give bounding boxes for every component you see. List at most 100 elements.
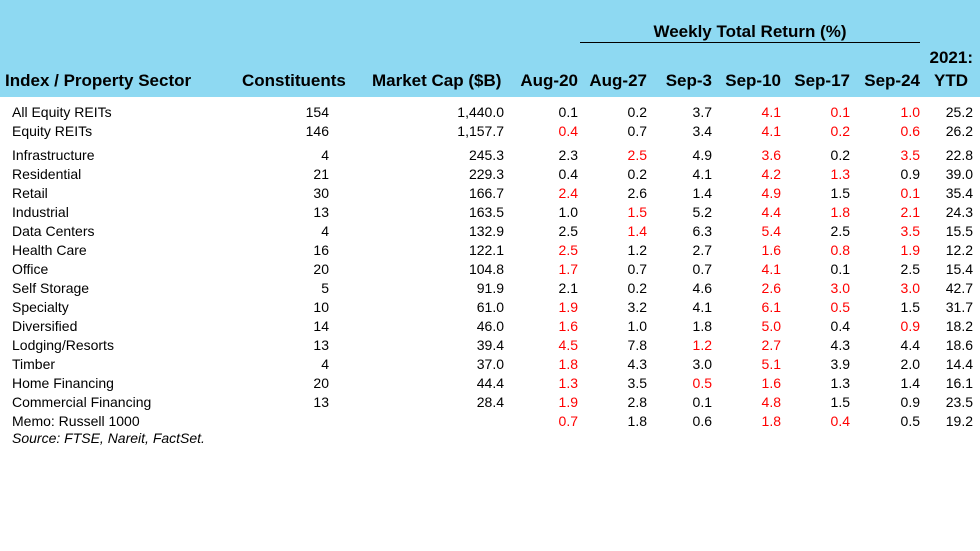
constituents-cell: 4: [321, 223, 329, 239]
weekly-return-cell: 2.3: [558, 147, 578, 163]
ytd-return-cell: 39.0: [945, 166, 973, 182]
weekly-return-cell: 4.4: [900, 337, 920, 353]
weekly-return-cell: 0.9: [900, 318, 920, 334]
row-label-all-equity-reits: All Equity REITs: [12, 104, 112, 120]
weekly-return-cell: 1.4: [900, 375, 920, 391]
weekly-return-cell: 0.4: [830, 318, 850, 334]
weekly-return-cell: 0.2: [830, 147, 850, 163]
weekly-return-cell: 1.3: [830, 375, 850, 391]
weekly-return-cell: 0.7: [692, 261, 712, 277]
weekly-return-cell: 0.6: [900, 123, 920, 139]
row-label-health-care: Health Care: [12, 242, 87, 258]
constituents-cell: 4: [321, 147, 329, 163]
weekly-return-cell: 3.6: [761, 147, 781, 163]
weekly-return-cell: 0.4: [830, 413, 850, 429]
column-header-sep-17: Sep-17: [794, 71, 850, 90]
constituents-cell: 14: [313, 318, 329, 334]
ytd-return-cell: 15.5: [945, 223, 973, 239]
weekly-return-cell: 5.0: [761, 318, 781, 334]
weekly-return-cell: 2.1: [900, 204, 920, 220]
row-label-retail: Retail: [12, 185, 48, 201]
column-header-aug-20: Aug-20: [520, 71, 578, 90]
weekly-return-cell: 0.2: [627, 166, 647, 182]
constituents-cell: 154: [305, 104, 329, 120]
weekly-return-cell: 1.4: [627, 223, 647, 239]
weekly-return-cell: 0.4: [558, 166, 578, 182]
weekly-return-cell: 1.0: [900, 104, 920, 120]
constituents-cell: 13: [313, 337, 329, 353]
constituents-cell: 4: [321, 356, 329, 372]
row-label-lodging-resorts: Lodging/Resorts: [12, 337, 114, 353]
weekly-return-cell: 4.9: [692, 147, 712, 163]
constituents-cell: 30: [313, 185, 329, 201]
column-header-sep-24: Sep-24: [864, 71, 920, 90]
weekly-return-cell: 2.5: [830, 223, 850, 239]
weekly-return-cell: 4.8: [761, 394, 781, 410]
ytd-return-cell: 25.2: [945, 104, 973, 120]
market-cap-cell: 44.4: [476, 375, 504, 391]
weekly-return-cell: 0.9: [900, 394, 920, 410]
weekly-return-cell: 2.5: [558, 242, 578, 258]
weekly-return-cell: 1.5: [627, 204, 647, 220]
row-label-residential: Residential: [12, 166, 82, 182]
weekly-return-cell: 3.9: [830, 356, 850, 372]
row-label-equity-reits: Equity REITs: [12, 123, 93, 139]
weekly-return-cell: 4.1: [692, 299, 712, 315]
weekly-return-cell: 2.4: [558, 185, 578, 201]
weekly-return-cell: 0.1: [830, 261, 850, 277]
weekly-return-cell: 4.6: [692, 280, 712, 296]
row-label-infrastructure: Infrastructure: [12, 147, 95, 163]
column-header-sector: Index / Property Sector: [5, 71, 192, 90]
market-cap-cell: 163.5: [468, 204, 504, 220]
ytd-return-cell: 19.2: [945, 413, 973, 429]
weekly-return-cell: 2.7: [761, 337, 781, 353]
weekly-return-cell: 3.0: [692, 356, 712, 372]
weekly-return-cell: 4.4: [761, 204, 781, 220]
market-cap-cell: 1,157.7: [457, 123, 504, 139]
weekly-return-cell: 1.4: [692, 185, 712, 201]
weekly-return-cell: 4.1: [692, 166, 712, 182]
market-cap-cell: 122.1: [468, 242, 504, 258]
row-label-office: Office: [12, 261, 49, 277]
weekly-return-cell: 4.2: [761, 166, 781, 182]
weekly-return-cell: 6.3: [692, 223, 712, 239]
weekly-return-cell: 1.5: [830, 394, 850, 410]
weekly-return-cell: 0.5: [900, 413, 920, 429]
constituents-cell: 13: [313, 394, 329, 410]
weekly-return-cell: 6.1: [761, 299, 781, 315]
weekly-return-cell: 2.7: [692, 242, 712, 258]
weekly-return-cell: 3.4: [692, 123, 712, 139]
row-label-home-financing: Home Financing: [12, 375, 114, 391]
weekly-return-cell: 1.9: [558, 299, 578, 315]
ytd-return-cell: 24.3: [945, 204, 973, 220]
weekly-return-cell: 5.4: [761, 223, 781, 239]
weekly-return-cell: 0.7: [627, 261, 647, 277]
weekly-return-cell: 0.1: [900, 185, 920, 201]
weekly-return-cell: 1.5: [830, 185, 850, 201]
table-header-band: [0, 0, 980, 97]
weekly-return-cell: 1.3: [558, 375, 578, 391]
weekly-return-cell: 0.9: [900, 166, 920, 182]
ytd-return-cell: 35.4: [945, 185, 973, 201]
column-header-market-cap: Market Cap ($B): [372, 71, 502, 90]
weekly-return-cell: 4.1: [761, 261, 781, 277]
weekly-return-cell: 3.5: [900, 147, 920, 163]
weekly-return-cell: 1.9: [900, 242, 920, 258]
market-cap-cell: 46.0: [476, 318, 504, 334]
weekly-return-cell: 2.8: [627, 394, 647, 410]
row-label-self-storage: Self Storage: [12, 280, 90, 296]
weekly-return-cell: 0.5: [692, 375, 712, 391]
weekly-return-cell: 2.0: [900, 356, 920, 372]
weekly-return-cell: 1.8: [558, 356, 578, 372]
weekly-return-cell: 1.2: [627, 242, 647, 258]
weekly-return-cell: 3.5: [627, 375, 647, 391]
weekly-return-cell: 1.2: [692, 337, 712, 353]
weekly-return-cell: 2.1: [558, 280, 578, 296]
weekly-return-cell: 4.9: [761, 185, 781, 201]
source-note: Source: FTSE, Nareit, FactSet.: [12, 430, 205, 446]
ytd-return-cell: 26.2: [945, 123, 973, 139]
weekly-return-cell: 1.6: [761, 375, 781, 391]
column-header-ytd: YTD: [934, 71, 968, 90]
weekly-return-cell: 4.3: [627, 356, 647, 372]
weekly-return-cell: 4.3: [830, 337, 850, 353]
